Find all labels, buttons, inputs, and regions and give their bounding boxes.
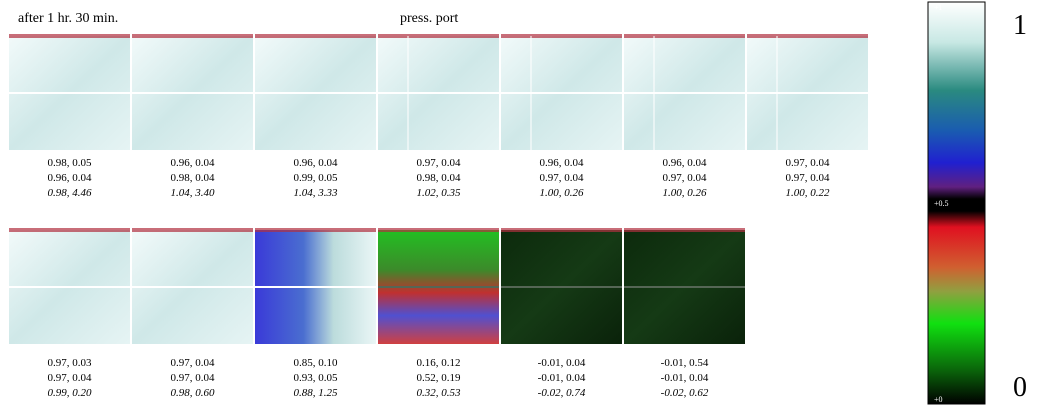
panel-caption: 0.97, 0.04	[663, 172, 708, 184]
panel-caption: 0.52, 0.19	[417, 372, 462, 384]
panel-caption: -0.02, 0.74	[538, 387, 586, 399]
panel-caption: -0.01, 0.04	[661, 372, 709, 384]
panel-edge	[747, 34, 868, 38]
panel-caption: -0.01, 0.04	[538, 372, 586, 384]
panel-caption: 0.93, 0.05	[294, 372, 339, 384]
panel-edge	[132, 228, 253, 232]
panel-caption: 0.98, 4.46	[48, 187, 93, 199]
colorbar-tick-label: +0	[934, 395, 943, 404]
panel-caption: 0.97, 0.04	[786, 172, 831, 184]
panel-caption: 0.16, 0.12	[417, 357, 461, 369]
panel-caption: 0.99, 0.20	[48, 387, 93, 399]
colorbar-tick-label: +1	[934, 3, 943, 12]
panel-caption: 1.04, 3.40	[171, 187, 216, 199]
panel-caption: 0.96, 0.04	[48, 172, 93, 184]
colorbar-bottom-label: 0	[1013, 372, 1027, 403]
panel-caption: 0.98, 0.04	[171, 172, 216, 184]
panel-edge	[255, 34, 376, 38]
panel-caption: 0.98, 0.04	[417, 172, 462, 184]
panel-caption: 0.88, 1.25	[294, 387, 339, 399]
panel-edge	[501, 34, 622, 38]
header-center: press. port	[400, 11, 458, 26]
panel-edge	[378, 34, 499, 38]
panel-edge	[501, 228, 622, 232]
panel-caption: 0.96, 0.04	[294, 157, 339, 169]
panel-caption: 1.02, 0.35	[417, 187, 462, 199]
panel-caption: 0.97, 0.03	[48, 357, 93, 369]
header-left: after 1 hr. 30 min.	[18, 11, 118, 26]
panel-caption: 0.97, 0.04	[786, 157, 831, 169]
panel-caption: 0.96, 0.04	[171, 157, 216, 169]
panel-edge	[132, 34, 253, 38]
panel-caption: 1.00, 0.22	[786, 187, 831, 199]
panel-caption: 1.00, 0.26	[663, 187, 708, 199]
panel-caption: 1.04, 3.33	[294, 187, 339, 199]
panel-caption: 0.99, 0.05	[294, 172, 339, 184]
panel-caption: 0.97, 0.04	[48, 372, 93, 384]
panel-caption: 0.96, 0.04	[540, 157, 585, 169]
panel-caption: 0.97, 0.04	[171, 357, 216, 369]
panel-caption: -0.01, 0.04	[538, 357, 586, 369]
figure: after 1 hr. 30 min. press. port 1 0 +1 +…	[0, 0, 1042, 406]
panel-caption: 0.97, 0.04	[417, 157, 462, 169]
panel-caption: 0.98, 0.60	[171, 387, 216, 399]
panel-edge	[9, 34, 130, 38]
colorbar-tick-label: +0.5	[934, 199, 949, 208]
panel-edge	[624, 228, 745, 232]
panel-edge	[378, 228, 499, 232]
panel-caption: 0.96, 0.04	[663, 157, 708, 169]
panel-edge	[9, 228, 130, 232]
panel-edge	[624, 34, 745, 38]
panel-caption: -0.01, 0.54	[661, 357, 709, 369]
colorbar-top-label: 1	[1013, 10, 1027, 41]
panel-caption: 0.32, 0.53	[417, 387, 462, 399]
panel-caption: 0.97, 0.04	[540, 172, 585, 184]
panel-caption: 0.85, 0.10	[294, 357, 339, 369]
panel-caption: -0.02, 0.62	[661, 387, 709, 399]
panel-caption: 0.98, 0.05	[48, 157, 93, 169]
panel-caption: 0.97, 0.04	[171, 372, 216, 384]
panel-edge	[255, 228, 376, 232]
panel-caption: 1.00, 0.26	[540, 187, 585, 199]
